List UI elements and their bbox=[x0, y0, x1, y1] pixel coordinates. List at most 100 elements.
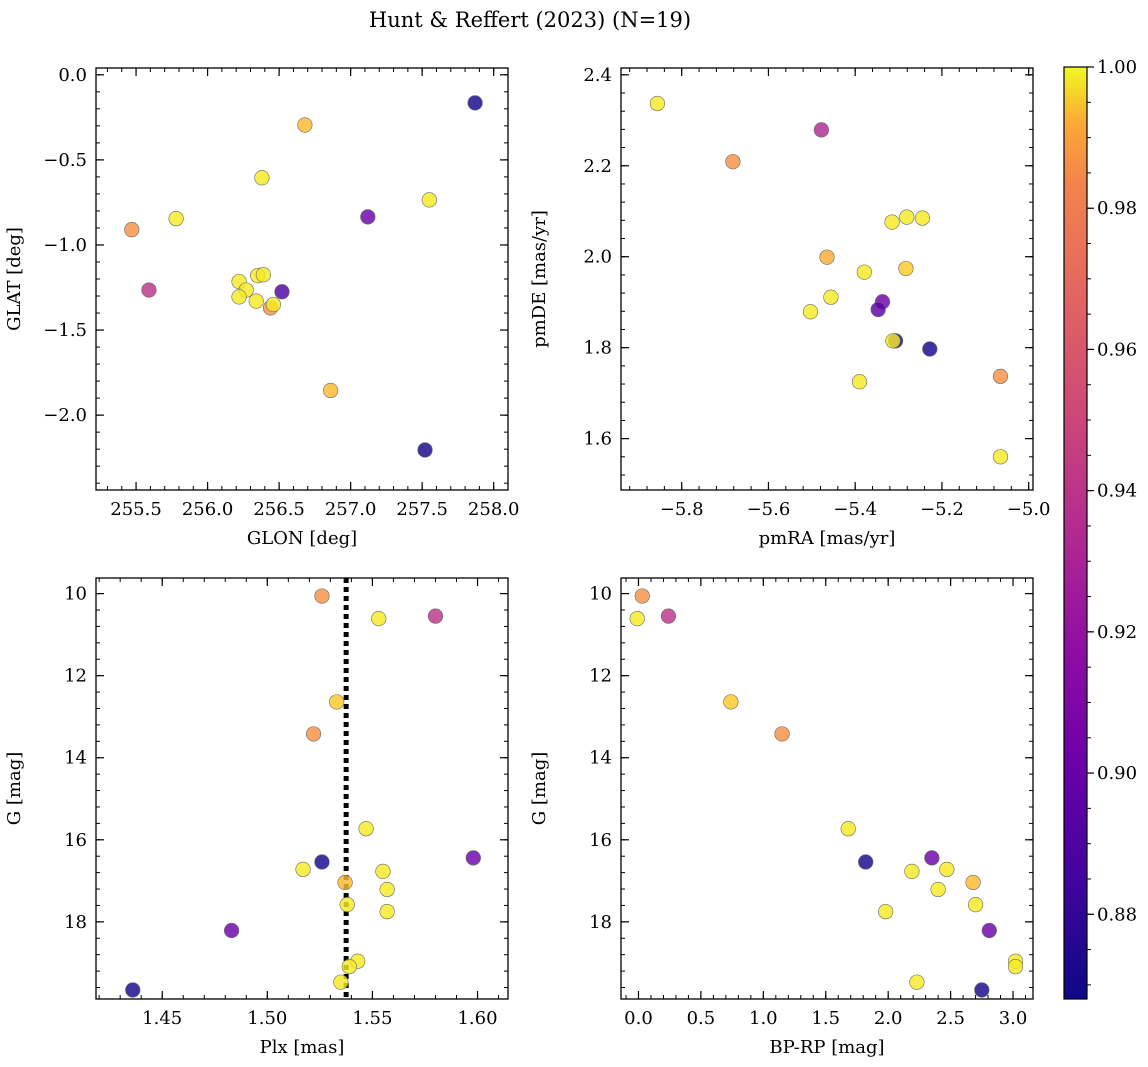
data-point bbox=[924, 850, 940, 866]
y-tick-label: 16 bbox=[589, 830, 612, 851]
y-tick-label: 10 bbox=[64, 584, 87, 605]
data-point bbox=[358, 821, 374, 837]
figure-title: Hunt & Reffert (2023) (N=19) bbox=[369, 8, 691, 32]
colorbar-tick-label: 0.92 bbox=[1097, 622, 1137, 643]
data-point bbox=[314, 588, 330, 604]
colorbar-tick-label: 0.90 bbox=[1097, 763, 1137, 784]
data-point bbox=[922, 341, 938, 357]
data-point bbox=[823, 289, 839, 305]
x-tick-label: 1.60 bbox=[457, 1008, 497, 1029]
data-point bbox=[899, 209, 915, 225]
data-point bbox=[858, 854, 874, 870]
data-point bbox=[297, 117, 313, 133]
data-point bbox=[274, 284, 290, 300]
data-point bbox=[265, 296, 281, 313]
colorbar: 0.88 0.90 0.92 0.94 0.96 0.98 1.00 bbox=[1063, 57, 1137, 1000]
data-point bbox=[314, 854, 330, 870]
y-axis-label: GLAT [deg] bbox=[4, 227, 25, 331]
data-point bbox=[467, 95, 483, 111]
data-point bbox=[323, 382, 339, 399]
y-tick-label: 2.2 bbox=[583, 156, 612, 177]
x-tick-label: 2.0 bbox=[874, 1008, 903, 1029]
x-tick-label: 257.5 bbox=[396, 499, 448, 520]
data-point bbox=[634, 588, 650, 604]
y-tick-label: 14 bbox=[64, 748, 87, 769]
data-point bbox=[379, 881, 395, 898]
data-point bbox=[885, 333, 901, 349]
panel-4: 0.0 0.5 1.0 1.5 2.0 2.5 3.0 10 12 14 16 18 BP-RP [ma… bbox=[529, 577, 1034, 1058]
data-point bbox=[295, 861, 311, 877]
data-point bbox=[992, 368, 1009, 384]
axes-frame bbox=[95, 577, 509, 1000]
data-point bbox=[231, 289, 247, 305]
y-tick-label: −1.5 bbox=[43, 320, 87, 341]
y-tick-label: −1.0 bbox=[43, 235, 87, 256]
data-point bbox=[851, 374, 868, 390]
x-tick-label: 2.5 bbox=[936, 1008, 965, 1029]
data-point bbox=[465, 850, 481, 866]
data-point bbox=[649, 95, 666, 112]
data-point bbox=[333, 974, 349, 990]
x-tick-label: −5.2 bbox=[920, 499, 964, 520]
data-point bbox=[723, 694, 739, 710]
x-tick-label: −5.4 bbox=[833, 499, 877, 520]
data-point bbox=[427, 608, 444, 624]
data-point bbox=[802, 304, 819, 320]
y-tick-label: 12 bbox=[64, 666, 87, 687]
data-point bbox=[417, 442, 433, 458]
data-point bbox=[337, 874, 353, 891]
panel-1: 255.5 256.0 256.5 257.0 257.5 258.0 −2.0 −1.5 −1… bbox=[4, 65, 519, 549]
data-point bbox=[856, 264, 872, 280]
data-point bbox=[939, 861, 955, 877]
x-tick-label: 1.50 bbox=[247, 1008, 287, 1029]
x-axis-label: pmRA [mas/yr] bbox=[759, 528, 896, 549]
axes-frame bbox=[95, 67, 509, 491]
data-point bbox=[774, 726, 790, 742]
data-point bbox=[930, 881, 946, 898]
data-point bbox=[813, 122, 829, 138]
data-point bbox=[870, 301, 886, 318]
data-point bbox=[965, 874, 981, 891]
y-tick-label: 10 bbox=[589, 584, 612, 605]
data-point bbox=[255, 267, 271, 283]
x-tick-label: 258.0 bbox=[468, 499, 520, 520]
data-point bbox=[909, 974, 925, 990]
x-tick-label: 1.0 bbox=[749, 1008, 778, 1029]
panel-2: −5.8 −5.6 −5.4 −5.2 −5.0 1.6 1.8 2.0 2.2 2.4 pmRA … bbox=[529, 65, 1051, 549]
data-point bbox=[421, 192, 437, 208]
y-tick-label: 1.6 bbox=[583, 429, 612, 450]
y-tick-label: 12 bbox=[589, 666, 612, 687]
data-point bbox=[141, 282, 157, 298]
colorbar-gradient bbox=[1063, 66, 1088, 1000]
data-point bbox=[341, 958, 357, 975]
axes-frame bbox=[620, 67, 1034, 491]
colorbar-tick-label: 0.98 bbox=[1097, 198, 1137, 219]
data-point bbox=[375, 863, 391, 879]
data-point bbox=[967, 897, 984, 913]
x-tick-label: 256.5 bbox=[253, 499, 305, 520]
y-tick-label: −2.0 bbox=[43, 405, 87, 426]
y-axis-label: G [mag] bbox=[529, 752, 550, 825]
y-tick-label: 14 bbox=[589, 748, 612, 769]
data-point bbox=[124, 222, 140, 238]
y-axis-label: G [mag] bbox=[4, 752, 25, 825]
data-point bbox=[1007, 958, 1024, 975]
y-tick-label: 18 bbox=[64, 912, 87, 933]
data-point bbox=[360, 209, 376, 225]
x-tick-label: 3.0 bbox=[999, 1008, 1028, 1029]
data-point bbox=[974, 982, 990, 998]
data-point bbox=[840, 821, 856, 837]
data-point bbox=[125, 982, 141, 998]
x-tick-label: 0.0 bbox=[624, 1008, 653, 1029]
data-point bbox=[305, 726, 322, 742]
y-tick-label: 2.0 bbox=[583, 247, 612, 268]
x-tick-label: 256.0 bbox=[182, 499, 234, 520]
data-point bbox=[168, 210, 184, 227]
x-axis-label: GLON [deg] bbox=[247, 528, 357, 549]
x-tick-label: 0.5 bbox=[687, 1008, 716, 1029]
colorbar-tick-label: 0.96 bbox=[1097, 339, 1137, 360]
y-tick-label: 2.4 bbox=[583, 65, 612, 86]
x-tick-label: 1.5 bbox=[811, 1008, 840, 1029]
data-point bbox=[371, 611, 387, 627]
